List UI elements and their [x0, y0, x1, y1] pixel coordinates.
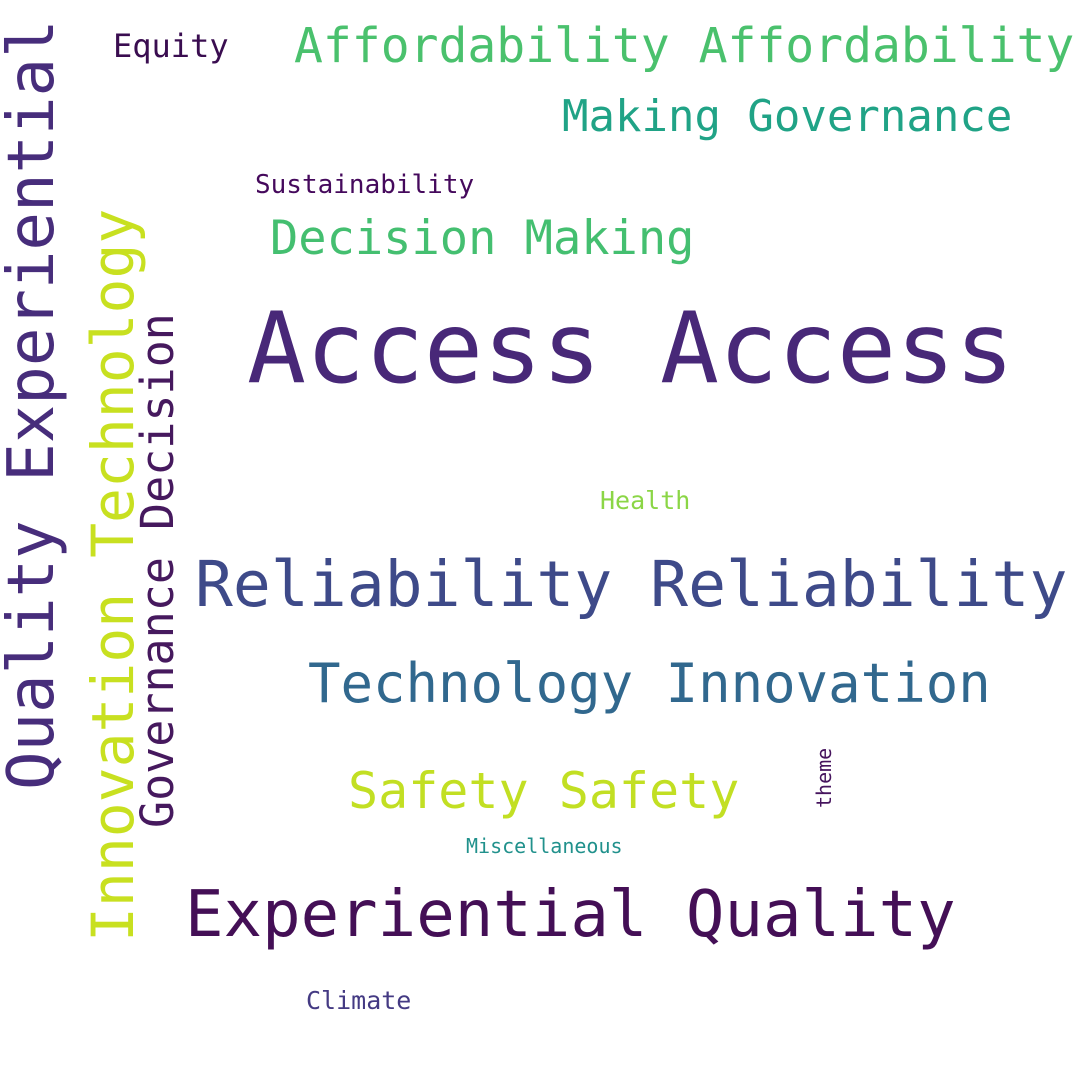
word-climate: Climate [306, 986, 412, 1015]
word-decision-making: Decision Making [270, 211, 695, 266]
word-sustainability: Sustainability [255, 170, 475, 200]
word-health: Health [600, 486, 691, 515]
word-making-governance: Making Governance [562, 91, 1013, 142]
word-affordability: Affordability Affordability [294, 18, 1075, 74]
word-experiential-quality: Experiential Quality [185, 878, 956, 952]
word-reliability: Reliability Reliability [195, 548, 1068, 621]
word-miscellaneous: Miscellaneous [466, 834, 623, 858]
word-quality-experiential: Quality Experiential [0, 19, 69, 790]
word-governance-decision: Governance Decision [131, 313, 184, 828]
word-theme: theme [812, 747, 836, 808]
word-access: Access Access [247, 292, 1015, 406]
word-safety: Safety Safety [348, 762, 740, 820]
word-technology-innovation: Technology Innovation [308, 652, 991, 715]
word-equity: Equity [113, 27, 229, 65]
